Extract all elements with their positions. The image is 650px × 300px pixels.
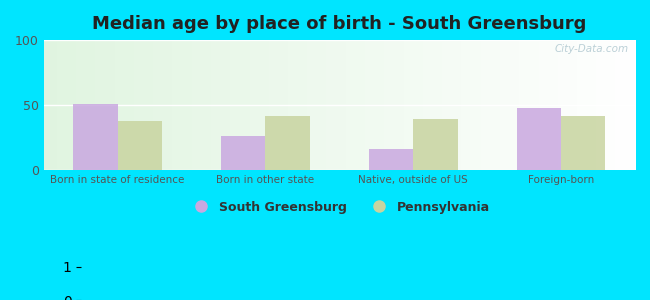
- Bar: [118, 121, 162, 170]
- Bar: [517, 108, 561, 170]
- Bar: [369, 149, 413, 170]
- Bar: [561, 116, 605, 170]
- Bar: [413, 119, 458, 170]
- Bar: [73, 104, 118, 170]
- Text: City-Data.com: City-Data.com: [555, 44, 629, 54]
- Legend: South Greensburg, Pennsylvania: South Greensburg, Pennsylvania: [183, 196, 495, 219]
- Bar: [221, 136, 265, 170]
- Bar: [265, 116, 310, 170]
- Title: Median age by place of birth - South Greensburg: Median age by place of birth - South Gre…: [92, 15, 586, 33]
